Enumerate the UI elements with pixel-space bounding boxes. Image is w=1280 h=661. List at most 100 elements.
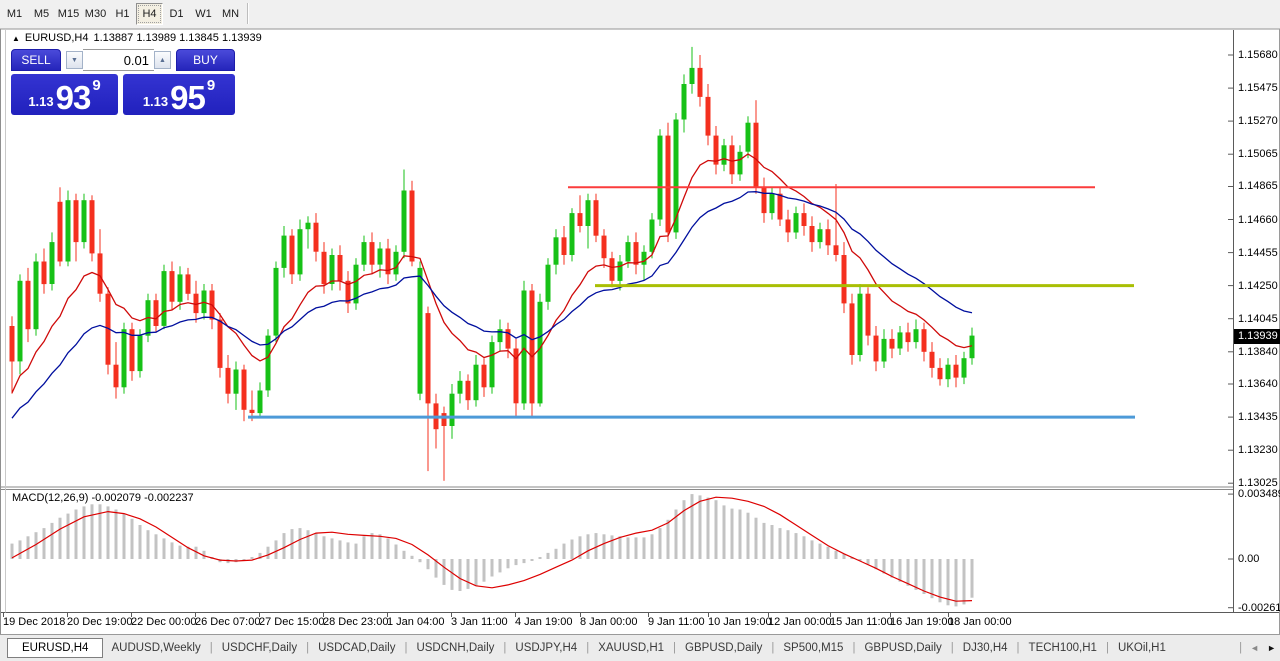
chart-tab-usdcad-daily[interactable]: USDCAD,Daily [318,642,396,654]
volume-decrease-icon[interactable]: ▼ [66,51,83,69]
volume-input[interactable] [83,49,154,71]
chart-tab-usdcnh-daily[interactable]: USDCNH,Daily [416,642,495,654]
chart-tab-ukoil-h1[interactable]: UKOil,H1 [1117,642,1166,654]
moving-averages-group [11,153,973,419]
timeframe-button-h4[interactable]: H4 [136,3,163,25]
price-axis-label: 1.15270 [1238,115,1278,127]
quotes-row: 1.13 93 9 1.13 95 9 [11,74,237,115]
time-axis-label: 20 Dec 19:00 [67,616,133,628]
time-axis-label: 10 Jan 19:00 [708,616,772,628]
price-axis-label: 1.13840 [1238,346,1278,358]
bid-pips: 93 [55,78,92,116]
macd-indicator-label: MACD(12,26,9) -0.002079 -0.002237 [12,492,194,504]
timeframe-button-d1[interactable]: D1 [169,8,184,20]
tab-separator: | [771,642,775,654]
timeframe-button-m1[interactable]: M1 [6,8,23,20]
chart-ohlc-values: 1.13887 1.13989 1.13845 1.13939 [93,32,262,44]
volume-stepper: ▼ ▲ [66,49,171,71]
ask-pips: 95 [170,78,206,116]
chart-tab-gbpusd-daily[interactable]: GBPUSD,Daily [864,642,942,654]
time-axis-label: 12 Jan 00:00 [768,616,832,628]
price-axis-label: 1.14865 [1238,180,1278,192]
chart-tab-eurusd-h4[interactable]: EURUSD,H4 [7,638,104,658]
tab-separator: | [503,642,507,654]
time-axis-label: 4 Jan 19:00 [515,616,573,628]
time-axis-label: 15 Jan 11:00 [830,616,893,628]
macd-axis-label: 0.003489 [1238,488,1280,500]
time-axis-label: 27 Dec 15:00 [259,616,325,628]
scroll-tabs-left-icon[interactable]: ◄ [1250,643,1260,653]
chart-tabs: EURUSD,H4 AUDUSD,Weekly | USDCHF,Daily | USDC… [0,634,1280,661]
timeframe-button-w1[interactable]: W1 [195,8,212,20]
time-axis-label: 1 Jan 04:00 [387,616,445,628]
price-axis-label: 1.15475 [1238,82,1278,94]
expand-panel-icon[interactable]: ▲ [12,33,20,43]
price-axis-label: 1.13640 [1238,378,1278,390]
horizontal-lines-group [248,186,1135,419]
price-axis-label: 1.15065 [1238,148,1278,160]
tab-separator: | [852,642,856,654]
timeframe-button-m30[interactable]: M30 [84,8,107,20]
macd-axis-label: -0.002617 [1238,602,1280,614]
price-axis-label: 1.13435 [1238,411,1278,423]
macd-panel-group [10,494,974,607]
current-price-badge: 1.13939 [1234,329,1280,344]
one-click-trading-panel: SELL ▼ ▲ BUY 1.13 93 9 1.13 95 9 [11,49,237,115]
candles-group [9,46,975,481]
tab-separator: | [404,642,408,654]
chart-tab-gbpusd-daily[interactable]: GBPUSD,Daily [685,642,763,654]
time-axis-label: 8 Jan 00:00 [580,616,638,628]
bid-quote: 1.13 93 9 [11,74,118,115]
trade-controls-row: SELL ▼ ▲ BUY [11,49,237,71]
ask-quote: 1.13 95 9 [123,74,235,115]
toolbar-divider [247,3,249,24]
tab-separator: | [209,642,213,654]
time-axis-label: 26 Dec 07:00 [195,616,261,628]
price-axis-label: 1.13025 [1238,477,1278,489]
chart-tab-usdjpy-h4[interactable]: USDJPY,H4 [515,642,578,654]
volume-increase-icon[interactable]: ▲ [154,51,171,69]
price-axis-label: 1.14455 [1238,247,1278,259]
timeframe-button-m15[interactable]: M15 [57,8,80,20]
time-axis-label: 19 Dec 2018 [3,616,66,628]
tabs-holder: EURUSD,H4 AUDUSD,Weekly | USDCHF,Daily | USDC… [0,638,1174,658]
time-axis-label: 3 Jan 11:00 [451,616,508,628]
chart-tab-dj30-h4[interactable]: DJ30,H4 [962,642,1008,654]
timeframe-button-mn[interactable]: MN [221,8,240,20]
price-axis-label: 1.13230 [1238,444,1278,456]
sell-button[interactable]: SELL [11,49,61,71]
price-axis-label: 1.14660 [1238,214,1278,226]
tab-separator: | [306,642,310,654]
buy-button[interactable]: BUY [176,49,235,71]
chart-tab-tech100-h1[interactable]: TECH100,H1 [1028,642,1097,654]
ask-prefix: 1.13 [142,94,169,109]
macd-axis-label: 0.00 [1238,553,1260,565]
chart-tab-sp500-m15[interactable]: SP500,M15 [783,642,844,654]
tabbar-separator: | [1239,642,1243,654]
chart-tab-xauusd-h1[interactable]: XAUUSD,H1 [598,642,665,654]
chart-symbol-period: EURUSD,H4 [24,32,89,44]
tab-separator: | [950,642,954,654]
macd-signal-line [11,496,973,602]
chart-tab-usdchf-daily[interactable]: USDCHF,Daily [221,642,298,654]
timeframe-button-h1[interactable]: H1 [115,8,130,20]
scroll-tabs-right-icon[interactable]: ► [1267,643,1276,653]
time-axis-label: 22 Dec 00:00 [131,616,197,628]
timeframe-button-m5[interactable]: M5 [33,8,50,20]
time-axis-label: 18 Jan 00:00 [948,616,1012,628]
bid-prefix: 1.13 [28,94,54,109]
time-axis-label: 9 Jan 11:00 [648,616,705,628]
tab-separator: | [673,642,677,654]
tab-separator: | [586,642,590,654]
ask-point: 9 [206,77,216,94]
time-axis-label: 16 Jan 19:00 [890,616,954,628]
price-axis-label: 1.14045 [1238,313,1278,325]
price-axis-label: 1.15680 [1238,49,1278,61]
tab-separator: | [1105,642,1109,654]
tab-separator: | [1016,642,1020,654]
chart-tab-audusd-weekly[interactable]: AUDUSD,Weekly [111,642,201,654]
tab-scroll-arrows: | ◄ ► [1239,635,1276,661]
